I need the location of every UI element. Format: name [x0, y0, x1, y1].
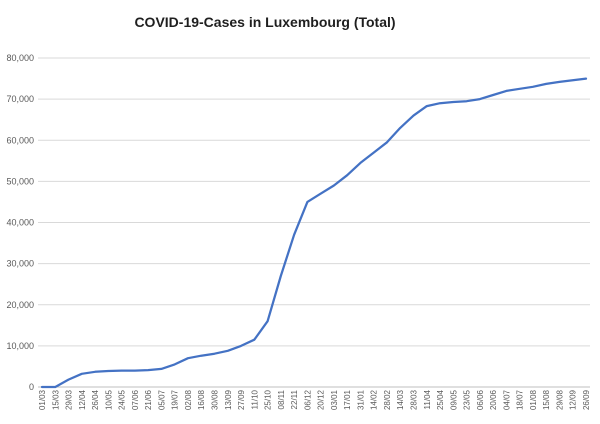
x-tick-label: 22/11	[290, 389, 299, 409]
x-tick-label: 17/01	[343, 389, 352, 410]
x-tick-label: 07/06	[131, 389, 140, 410]
y-tick-label: 60,000	[6, 135, 34, 145]
x-tick-label: 02/08	[184, 389, 193, 410]
y-tick-label: 50,000	[6, 176, 34, 186]
x-tick-label: 19/07	[171, 389, 180, 410]
x-tick-label: 20/12	[317, 389, 326, 410]
x-tick-label: 08/11	[277, 389, 286, 409]
x-tick-label: 21/06	[144, 389, 153, 410]
x-tick-label: 15/08	[542, 389, 551, 410]
x-tick-label: 28/02	[383, 389, 392, 410]
x-tick-label: 25/04	[436, 389, 445, 410]
x-tick-label: 24/05	[118, 389, 127, 410]
x-tick-label: 29/08	[555, 389, 564, 410]
x-tick-label: 26/04	[91, 389, 100, 410]
x-tick-label: 27/09	[237, 389, 246, 410]
y-tick-label: 10,000	[6, 341, 34, 351]
y-tick-label: 20,000	[6, 300, 34, 310]
x-tick-label: 26/09	[582, 389, 591, 410]
y-tick-label: 30,000	[6, 259, 34, 269]
x-tick-label: 11/04	[423, 389, 432, 409]
x-tick-label: 06/12	[303, 389, 312, 410]
x-tick-label: 20/06	[489, 389, 498, 410]
x-tick-label: 18/07	[516, 389, 525, 410]
x-tick-label: 29/03	[65, 389, 74, 410]
x-tick-label: 12/04	[78, 389, 87, 410]
x-tick-label: 30/08	[210, 389, 219, 410]
x-tick-label: 04/07	[502, 389, 511, 410]
y-tick-label: 0	[29, 382, 34, 392]
x-tick-label: 28/03	[410, 389, 419, 410]
x-tick-label: 23/05	[463, 389, 472, 410]
x-tick-label: 14/02	[370, 389, 379, 410]
x-tick-label: 03/01	[330, 389, 339, 410]
y-tick-label: 40,000	[6, 218, 34, 228]
chart-title: COVID-19-Cases in Luxembourg (Total)	[134, 14, 396, 30]
y-tick-label: 70,000	[6, 94, 34, 104]
x-tick-label: 01/03	[38, 389, 47, 410]
x-tick-label: 25/10	[264, 389, 273, 410]
x-tick-label: 13/09	[224, 389, 233, 410]
series-line	[40, 77, 588, 389]
x-tick-label: 15/03	[51, 389, 60, 410]
x-tick-label: 09/05	[449, 389, 458, 410]
y-tick-label: 80,000	[6, 53, 34, 63]
x-tick-label: 01/08	[529, 389, 538, 410]
x-tick-label: 31/01	[356, 389, 365, 410]
x-tick-label: 10/05	[104, 389, 113, 410]
x-tick-label: 05/07	[157, 389, 166, 410]
x-tick-label: 11/10	[250, 389, 259, 409]
x-tick-label: 12/09	[569, 389, 578, 410]
x-tick-label: 16/08	[197, 389, 206, 410]
x-tick-label: 06/06	[476, 389, 485, 410]
x-tick-label: 14/03	[396, 389, 405, 410]
